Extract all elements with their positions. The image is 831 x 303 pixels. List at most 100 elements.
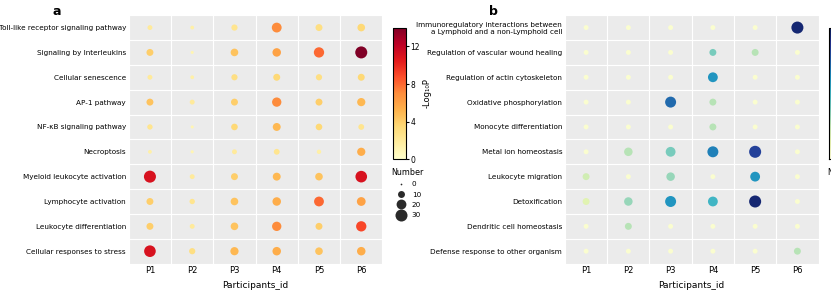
Point [355, 174, 368, 179]
Point [664, 199, 677, 204]
Point [664, 149, 677, 154]
Point [312, 224, 326, 229]
Point [791, 249, 804, 254]
Point [185, 50, 199, 55]
Point [749, 224, 762, 229]
Point [270, 25, 283, 30]
Point [312, 50, 326, 55]
Point [143, 149, 156, 154]
Point [706, 149, 720, 154]
Point [579, 249, 593, 254]
Point [664, 125, 677, 129]
Point [270, 249, 283, 254]
Point [706, 224, 720, 229]
Point [185, 174, 199, 179]
Point [664, 174, 677, 179]
Point [143, 100, 156, 105]
Point [270, 174, 283, 179]
Point [185, 149, 199, 154]
Point [622, 224, 635, 229]
Point [143, 125, 156, 129]
Point [749, 199, 762, 204]
Point [706, 75, 720, 80]
Point [791, 50, 804, 55]
Point [185, 75, 199, 80]
Point [664, 249, 677, 254]
Point [622, 25, 635, 30]
Point [706, 174, 720, 179]
Point [664, 50, 677, 55]
Point [355, 249, 368, 254]
Point [579, 174, 593, 179]
Point [228, 75, 241, 80]
Point [706, 199, 720, 204]
X-axis label: Participants_id: Participants_id [659, 281, 725, 290]
Point [228, 249, 241, 254]
Point [143, 199, 156, 204]
Point [791, 199, 804, 204]
Point [579, 100, 593, 105]
Point [143, 50, 156, 55]
Point [622, 125, 635, 129]
Point [622, 149, 635, 154]
Point [579, 125, 593, 129]
Point [355, 25, 368, 30]
Point [355, 125, 368, 129]
Point [749, 75, 762, 80]
Point [270, 199, 283, 204]
Point [706, 25, 720, 30]
Text: b: b [489, 5, 498, 18]
Point [312, 199, 326, 204]
Point [749, 174, 762, 179]
Point [749, 50, 762, 55]
Point [185, 224, 199, 229]
Point [228, 100, 241, 105]
Point [791, 174, 804, 179]
Point [312, 100, 326, 105]
Point [143, 174, 156, 179]
Point [228, 149, 241, 154]
Point [228, 174, 241, 179]
Point [579, 75, 593, 80]
Point [185, 125, 199, 129]
X-axis label: Participants_id: Participants_id [223, 281, 288, 290]
Point [791, 149, 804, 154]
Point [706, 249, 720, 254]
Point [143, 75, 156, 80]
Point [706, 100, 720, 105]
Point [270, 50, 283, 55]
Point [749, 100, 762, 105]
Point [185, 25, 199, 30]
Point [228, 125, 241, 129]
Point [791, 100, 804, 105]
Point [228, 199, 241, 204]
Point [270, 149, 283, 154]
Point [355, 50, 368, 55]
Legend: 0, 10, 20, 30: 0, 10, 20, 30 [391, 168, 424, 218]
Point [228, 25, 241, 30]
Point [312, 75, 326, 80]
Point [312, 249, 326, 254]
Point [143, 224, 156, 229]
Point [579, 199, 593, 204]
Point [749, 25, 762, 30]
Point [312, 25, 326, 30]
Point [355, 75, 368, 80]
Point [579, 50, 593, 55]
Point [185, 249, 199, 254]
Text: a: a [52, 5, 61, 18]
Point [664, 224, 677, 229]
Legend: 0, 2, 4, 6: 0, 2, 4, 6 [827, 168, 831, 218]
Point [622, 174, 635, 179]
Point [791, 224, 804, 229]
Point [270, 75, 283, 80]
Point [185, 199, 199, 204]
Point [355, 224, 368, 229]
Point [312, 149, 326, 154]
Point [622, 199, 635, 204]
Point [664, 75, 677, 80]
Point [270, 125, 283, 129]
Point [355, 149, 368, 154]
Point [228, 224, 241, 229]
Point [312, 174, 326, 179]
